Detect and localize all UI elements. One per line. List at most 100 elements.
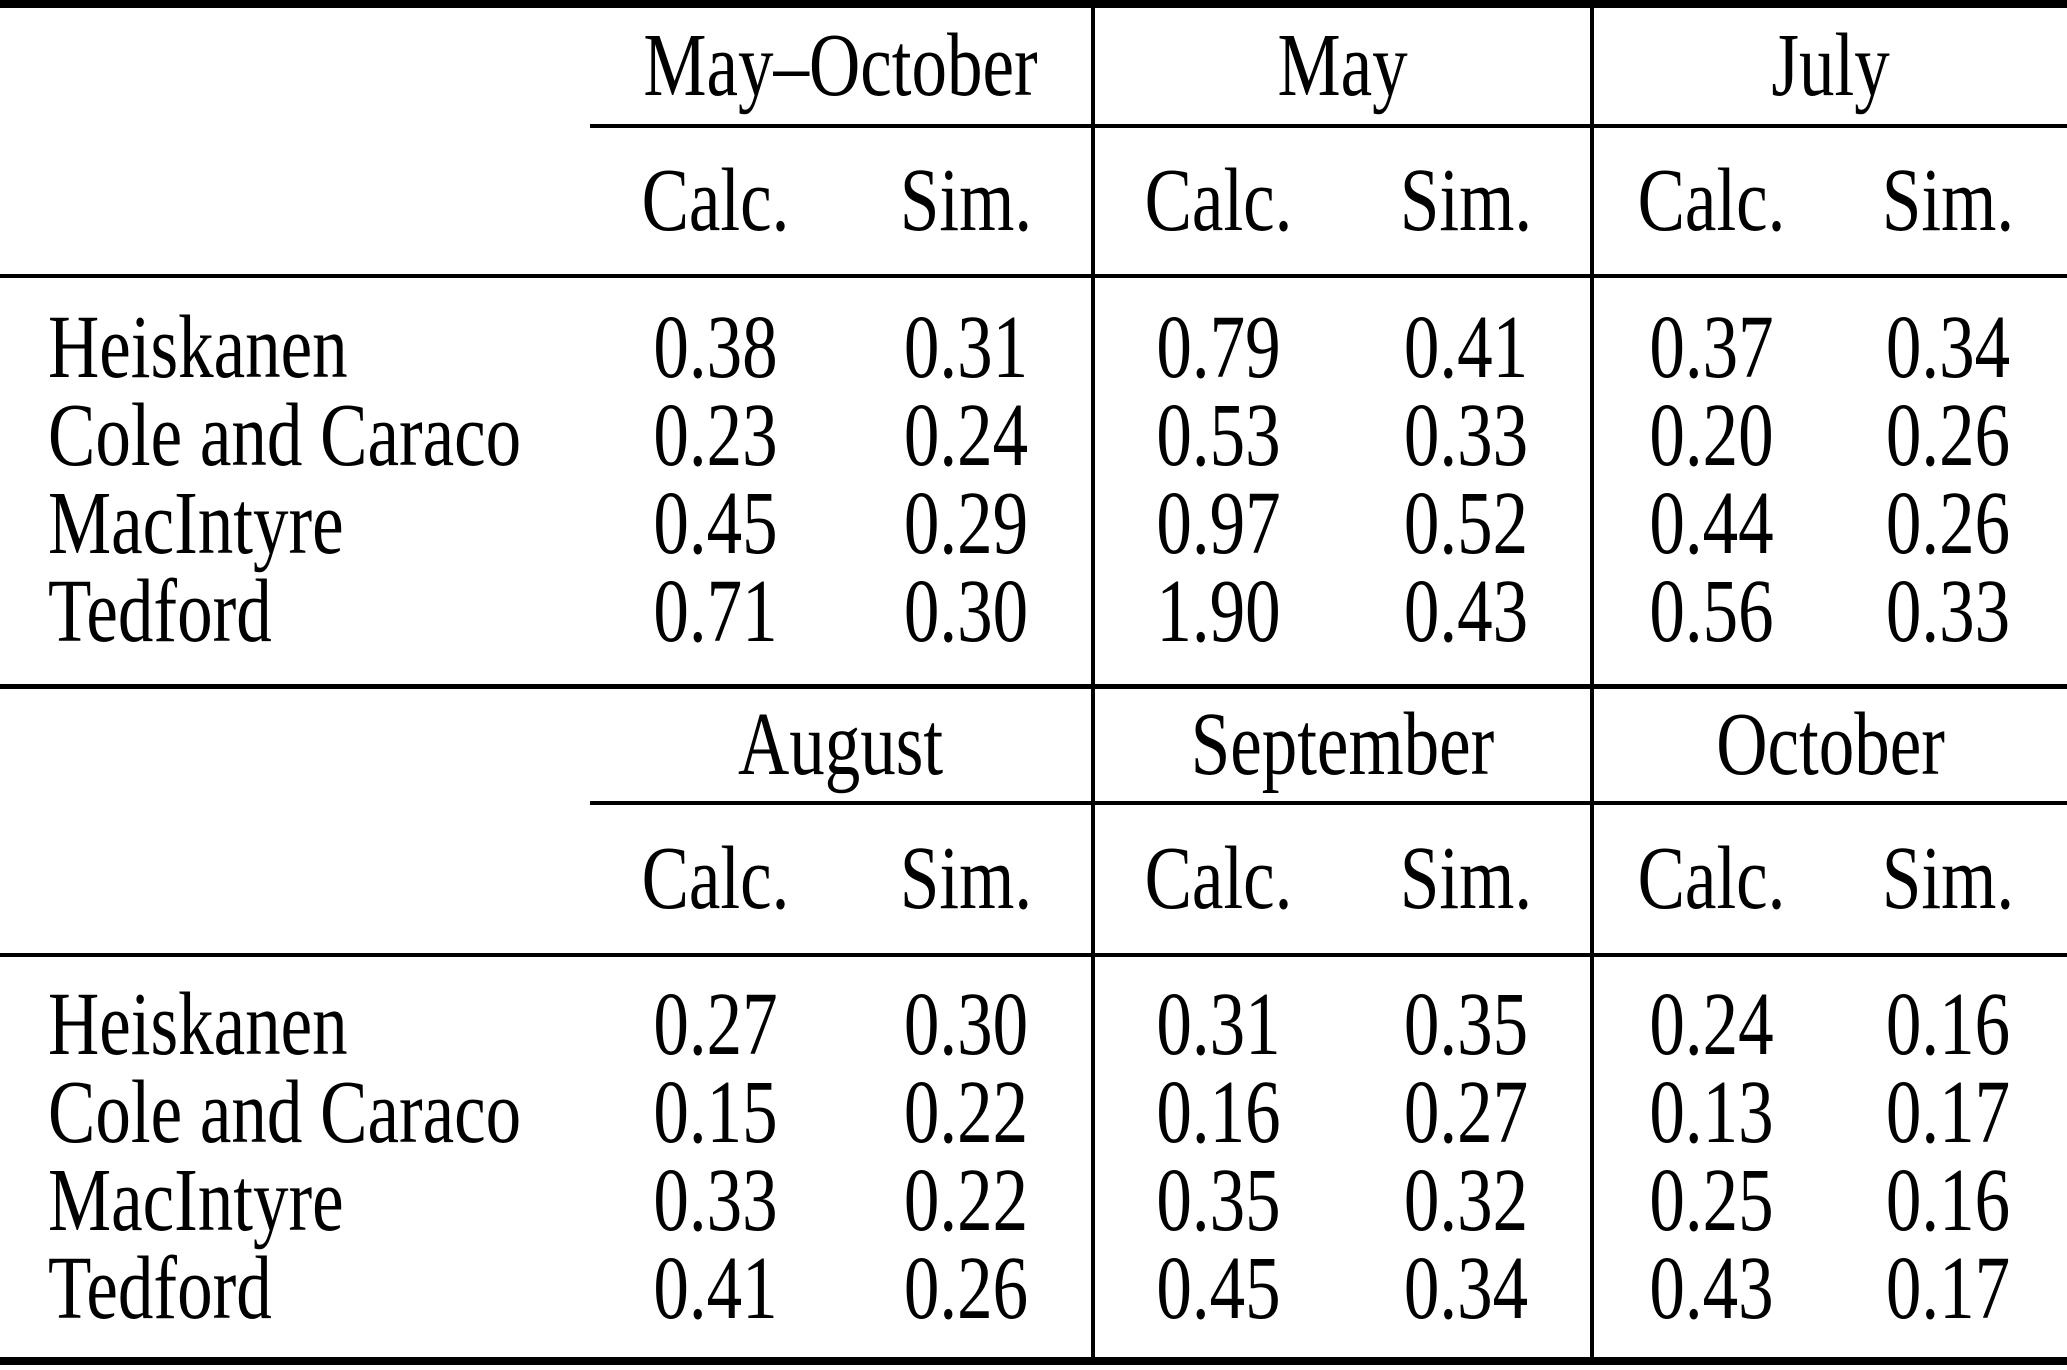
subheader-calc: Calc. xyxy=(1590,126,1830,278)
value-cell: 0.16 xyxy=(1885,974,2011,1074)
value-cell: 0.33 xyxy=(653,1150,778,1250)
table-row: MacIntyre 0.33 0.22 0.35 0.32 0.25 0.16 xyxy=(0,1150,2067,1250)
subheader-label: Sim. xyxy=(1881,828,2015,928)
value-cell: 0.53 xyxy=(1091,386,1343,485)
value-cell: 0.79 xyxy=(1091,276,1343,397)
value-cell: 0.15 xyxy=(653,1062,778,1162)
value-cell: 0.97 xyxy=(1091,474,1343,573)
value-cell: 0.33 xyxy=(1885,561,2011,661)
subheader-label: Calc. xyxy=(1144,828,1293,928)
value-cell: 0.37 xyxy=(1590,276,1830,397)
group-header-label: May xyxy=(1277,15,1408,115)
subheader-sim: Sim. xyxy=(1829,126,2067,278)
table-row: Heiskanen 0.27 0.30 0.31 0.35 0.24 0.16 xyxy=(0,955,2067,1074)
subheader-sim: Sim. xyxy=(841,126,1094,278)
row-label: MacIntyre xyxy=(48,473,344,573)
value-cell: 0.24 xyxy=(1590,955,1830,1074)
value-cell: 0.16 xyxy=(1091,1063,1343,1162)
group-header-may: May xyxy=(1091,4,1593,128)
group-header-october: October xyxy=(1590,689,2067,805)
value-cell: 0.56 xyxy=(1590,562,1830,687)
value-cell: 0.43 xyxy=(1590,1239,1830,1361)
value-cell: 0.34 xyxy=(1403,1238,1529,1338)
value-cell: 0.13 xyxy=(1590,1063,1830,1162)
value-cell: 0.41 xyxy=(653,1238,778,1338)
value-cell: 0.24 xyxy=(903,385,1029,485)
value-cell: 0.35 xyxy=(1091,1151,1343,1250)
group-header-july: July xyxy=(1590,4,2067,128)
subheader-label: Calc. xyxy=(641,828,790,928)
value-cell: 0.23 xyxy=(653,385,778,485)
value-cell: 0.41 xyxy=(1403,297,1529,397)
value-cell: 0.35 xyxy=(1403,974,1529,1074)
table-lower: August September October Calc. Sim. Calc… xyxy=(0,689,2067,1365)
value-cell: 0.22 xyxy=(903,1150,1029,1250)
value-cell: 0.31 xyxy=(1091,955,1343,1074)
subheader-calc: Calc. xyxy=(590,803,841,957)
table-row: Tedford 0.71 0.30 1.90 0.43 0.56 0.33 xyxy=(0,561,2067,687)
subheader-row: Calc. Sim. Calc. Sim. Calc. Sim. xyxy=(0,803,2067,957)
group-header-label: May–October xyxy=(643,15,1038,115)
subheader-label: Calc. xyxy=(641,150,790,250)
value-cell: 0.34 xyxy=(1885,297,2011,397)
subheader-calc: Calc. xyxy=(1590,803,1830,957)
subheader-label: Sim. xyxy=(1881,150,2015,250)
group-header-label: October xyxy=(1716,694,1945,794)
row-label: Cole and Caraco xyxy=(48,385,522,485)
table-upper: May–October May July Calc. Sim. Calc. Si… xyxy=(0,0,2067,689)
subheader-label: Calc. xyxy=(1637,150,1786,250)
row-label: Heiskanen xyxy=(48,974,348,1074)
table-row: MacIntyre 0.45 0.29 0.97 0.52 0.44 0.26 xyxy=(0,473,2067,573)
value-cell: 0.45 xyxy=(653,473,778,573)
value-cell: 0.32 xyxy=(1403,1150,1529,1250)
corner-spacer xyxy=(0,4,590,126)
subheader-label: Sim. xyxy=(1399,828,1533,928)
value-cell: 0.33 xyxy=(1403,385,1529,485)
value-cell: 0.38 xyxy=(653,297,778,397)
value-cell: 0.26 xyxy=(1885,385,2011,485)
group-header-label: September xyxy=(1190,694,1495,794)
value-cell: 0.52 xyxy=(1403,473,1529,573)
value-cell: 0.27 xyxy=(1403,1062,1529,1162)
value-cell: 0.17 xyxy=(1885,1062,2011,1162)
group-header-september: September xyxy=(1091,689,1593,805)
value-cell: 0.31 xyxy=(903,297,1029,397)
value-cell: 1.90 xyxy=(1091,562,1343,687)
subheader-sim: Sim. xyxy=(1829,803,2067,957)
value-cell: 0.30 xyxy=(903,561,1029,661)
subheader-calc: Calc. xyxy=(1091,126,1343,278)
value-cell: 0.22 xyxy=(903,1062,1029,1162)
group-header-row: August September October xyxy=(0,689,2067,805)
value-cell: 0.26 xyxy=(903,1238,1029,1338)
table-row: Heiskanen 0.38 0.31 0.79 0.41 0.37 0.34 xyxy=(0,276,2067,397)
subheader-sim: Sim. xyxy=(1342,803,1593,957)
value-cell: 0.20 xyxy=(1590,386,1830,485)
group-header-august: August xyxy=(590,689,1094,805)
subheader-sim: Sim. xyxy=(1342,126,1593,278)
group-header-label: August xyxy=(737,694,944,794)
subheader-row: Calc. Sim. Calc. Sim. Calc. Sim. xyxy=(0,126,2067,278)
value-cell: 0.29 xyxy=(903,473,1029,573)
row-label: Cole and Caraco xyxy=(48,1062,522,1162)
group-header-may-october: May–October xyxy=(590,4,1094,128)
value-cell: 0.45 xyxy=(1091,1239,1343,1361)
group-header-label: July xyxy=(1771,15,1890,115)
subheader-label: Calc. xyxy=(1637,828,1786,928)
group-header-row: May–October May July xyxy=(0,4,2067,128)
value-cell: 0.17 xyxy=(1885,1238,2011,1338)
subheader-label: Calc. xyxy=(1144,150,1293,250)
subheader-label: Sim. xyxy=(899,150,1033,250)
row-label: Tedford xyxy=(48,1238,272,1338)
subheader-sim: Sim. xyxy=(841,803,1094,957)
subheader-calc: Calc. xyxy=(590,126,841,278)
value-cell: 0.30 xyxy=(903,974,1029,1074)
value-cell: 0.26 xyxy=(1885,473,2011,573)
corner-spacer xyxy=(0,689,590,803)
row-label: Tedford xyxy=(48,561,272,661)
value-cell: 0.16 xyxy=(1885,1150,2011,1250)
table-row: Cole and Caraco 0.15 0.22 0.16 0.27 0.13… xyxy=(0,1062,2067,1162)
row-label: MacIntyre xyxy=(48,1150,344,1250)
value-cell: 0.25 xyxy=(1590,1151,1830,1250)
value-cell: 0.71 xyxy=(653,561,778,661)
